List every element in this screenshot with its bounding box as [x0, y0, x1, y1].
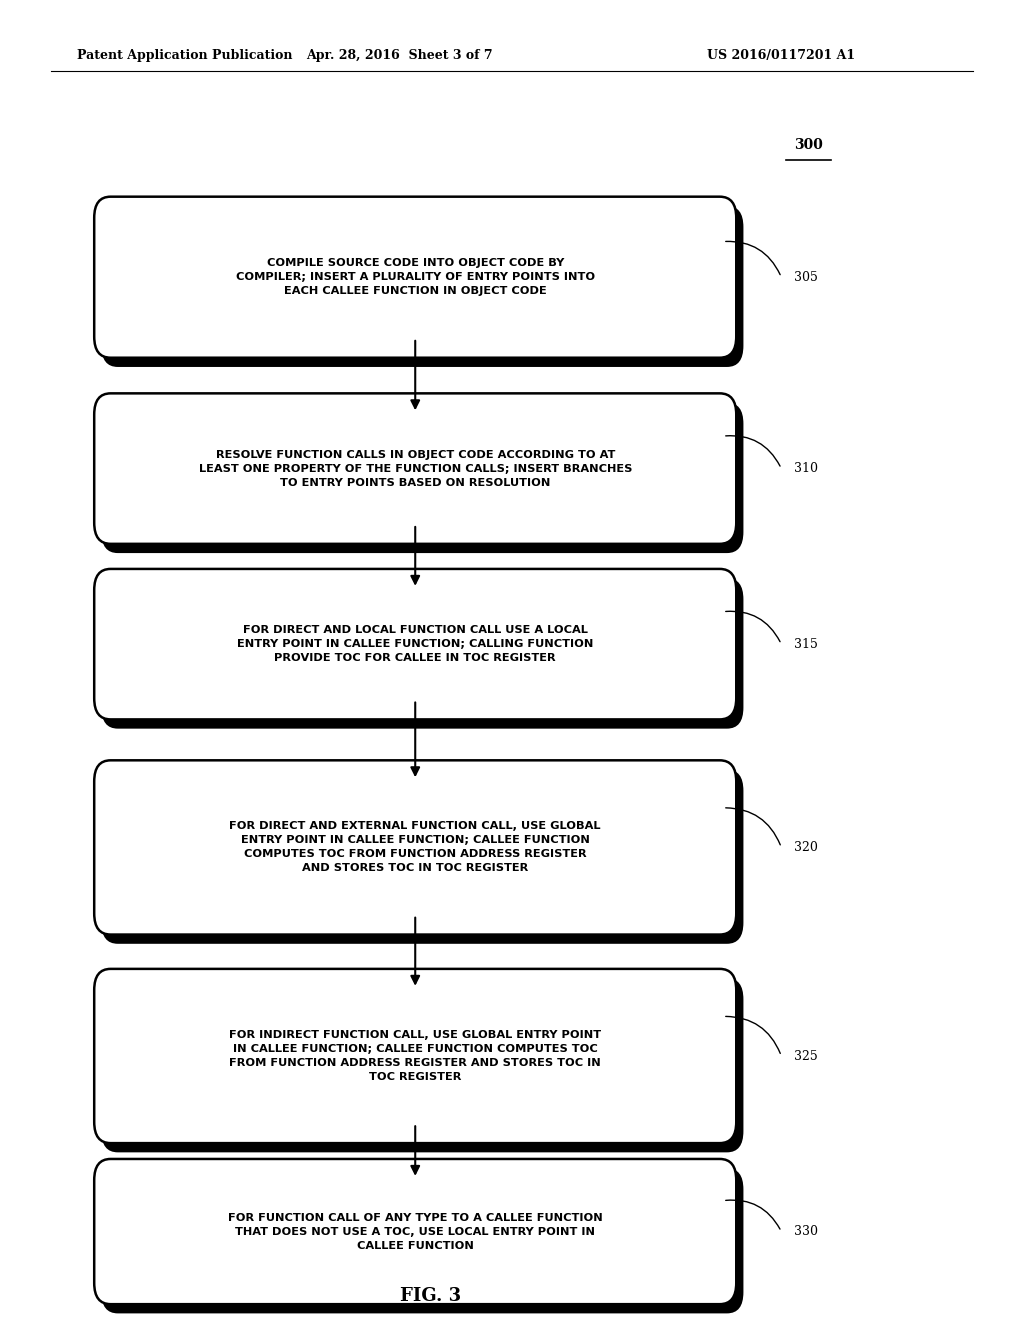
Text: Patent Application Publication: Patent Application Publication [77, 49, 292, 62]
FancyBboxPatch shape [101, 206, 743, 367]
FancyBboxPatch shape [94, 197, 736, 358]
Text: RESOLVE FUNCTION CALLS IN OBJECT CODE ACCORDING TO AT
LEAST ONE PROPERTY OF THE : RESOLVE FUNCTION CALLS IN OBJECT CODE AC… [199, 450, 632, 487]
Text: 320: 320 [794, 841, 817, 854]
FancyBboxPatch shape [94, 1159, 736, 1304]
Text: 325: 325 [794, 1049, 817, 1063]
Text: 305: 305 [794, 271, 817, 284]
Text: 310: 310 [794, 462, 817, 475]
Text: US 2016/0117201 A1: US 2016/0117201 A1 [707, 49, 855, 62]
Text: FIG. 3: FIG. 3 [399, 1287, 461, 1305]
Text: 315: 315 [794, 638, 817, 651]
Text: 300: 300 [795, 139, 823, 152]
Text: FOR DIRECT AND LOCAL FUNCTION CALL USE A LOCAL
ENTRY POINT IN CALLEE FUNCTION; C: FOR DIRECT AND LOCAL FUNCTION CALL USE A… [237, 626, 594, 663]
Text: COMPILE SOURCE CODE INTO OBJECT CODE BY
COMPILER; INSERT A PLURALITY OF ENTRY PO: COMPILE SOURCE CODE INTO OBJECT CODE BY … [236, 259, 595, 296]
FancyBboxPatch shape [101, 403, 743, 553]
FancyBboxPatch shape [101, 770, 743, 944]
Text: 330: 330 [794, 1225, 817, 1238]
Text: FOR INDIRECT FUNCTION CALL, USE GLOBAL ENTRY POINT
IN CALLEE FUNCTION; CALLEE FU: FOR INDIRECT FUNCTION CALL, USE GLOBAL E… [229, 1030, 601, 1082]
Text: FOR DIRECT AND EXTERNAL FUNCTION CALL, USE GLOBAL
ENTRY POINT IN CALLEE FUNCTION: FOR DIRECT AND EXTERNAL FUNCTION CALL, U… [229, 821, 601, 874]
FancyBboxPatch shape [94, 569, 736, 719]
FancyBboxPatch shape [94, 393, 736, 544]
Text: FOR FUNCTION CALL OF ANY TYPE TO A CALLEE FUNCTION
THAT DOES NOT USE A TOC, USE : FOR FUNCTION CALL OF ANY TYPE TO A CALLE… [228, 1213, 602, 1250]
FancyBboxPatch shape [94, 969, 736, 1143]
FancyBboxPatch shape [101, 978, 743, 1152]
FancyBboxPatch shape [101, 578, 743, 729]
Text: Apr. 28, 2016  Sheet 3 of 7: Apr. 28, 2016 Sheet 3 of 7 [306, 49, 493, 62]
FancyBboxPatch shape [94, 760, 736, 935]
FancyBboxPatch shape [101, 1168, 743, 1313]
